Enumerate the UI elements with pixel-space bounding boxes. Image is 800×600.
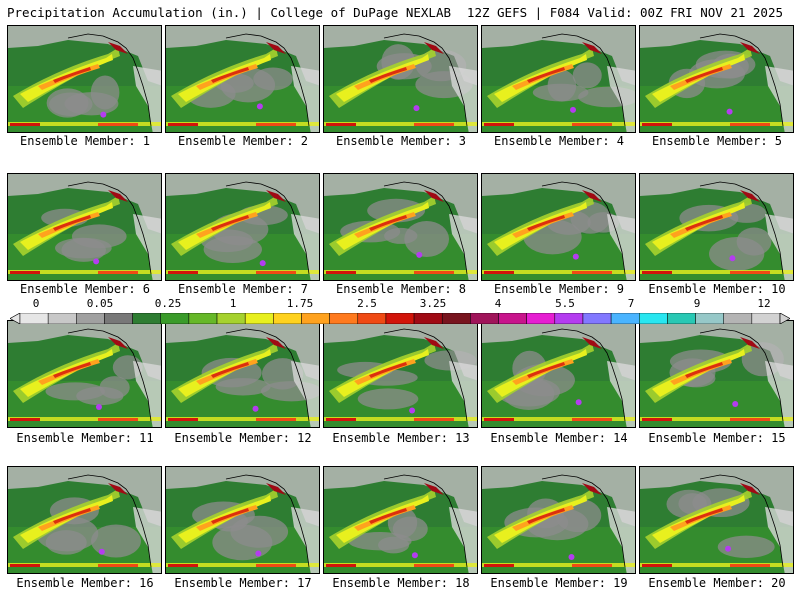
ensemble-map-10 [639, 173, 794, 281]
ensemble-caption-5: Ensemble Member: 5 [651, 134, 783, 148]
colorbar [9, 309, 791, 325]
colorbar-label: 7 [627, 297, 635, 310]
ensemble-caption-1: Ensemble Member: 1 [19, 134, 151, 148]
ensemble-map-14 [481, 320, 636, 428]
ensemble-map-6 [7, 173, 162, 281]
ensemble-map-2 [165, 25, 320, 133]
colorbar-label: 1 [229, 297, 237, 310]
colorbar-swatch [498, 312, 527, 325]
ensemble-caption-11: Ensemble Member: 11 [16, 431, 154, 445]
colorbar-swatch [526, 312, 556, 325]
ensemble-caption-9: Ensemble Member: 9 [493, 282, 625, 296]
ensemble-map-8 [323, 173, 478, 281]
colorbar-swatch [273, 312, 302, 325]
colorbar-swatch [554, 312, 584, 325]
title-left: Precipitation Accumulation (in.) | Colle… [7, 5, 452, 20]
colorbar-label: 0.25 [154, 297, 182, 310]
colorbar-swatch [385, 312, 415, 325]
title-right: 12Z GEFS | F084 Valid: 00Z FRI NOV 21 20… [466, 5, 783, 20]
ensemble-map-16 [7, 466, 162, 574]
ensemble-map-13 [323, 320, 478, 428]
colorbar-swatch [639, 312, 668, 325]
ensemble-map-9 [481, 173, 636, 281]
colorbar-swatch [357, 312, 387, 325]
colorbar-swatch [751, 312, 781, 325]
ensemble-caption-2: Ensemble Member: 2 [177, 134, 309, 148]
ensemble-caption-13: Ensemble Member: 13 [332, 431, 470, 445]
ensemble-caption-6: Ensemble Member: 6 [19, 282, 151, 296]
ensemble-caption-7: Ensemble Member: 7 [177, 282, 309, 296]
colorbar-swatch [610, 312, 640, 325]
colorbar-label: 0.05 [86, 297, 114, 310]
colorbar-swatch [413, 312, 443, 325]
ensemble-caption-17: Ensemble Member: 17 [174, 576, 312, 590]
ensemble-caption-12: Ensemble Member: 12 [174, 431, 312, 445]
ensemble-map-17 [165, 466, 320, 574]
ensemble-caption-4: Ensemble Member: 4 [493, 134, 625, 148]
colorbar-swatch [216, 312, 246, 325]
colorbar-swatch [19, 312, 49, 325]
ensemble-map-15 [639, 320, 794, 428]
ensemble-map-12 [165, 320, 320, 428]
ensemble-caption-3: Ensemble Member: 3 [335, 134, 467, 148]
colorbar-swatch [667, 312, 696, 325]
ensemble-caption-14: Ensemble Member: 14 [490, 431, 628, 445]
colorbar-label: 4 [494, 297, 502, 310]
ensemble-caption-20: Ensemble Member: 20 [648, 576, 786, 590]
ensemble-map-7 [165, 173, 320, 281]
colorbar-label: 12 [757, 297, 771, 310]
ensemble-map-1 [7, 25, 162, 133]
ensemble-caption-15: Ensemble Member: 15 [648, 431, 786, 445]
ensemble-map-18 [323, 466, 478, 574]
ensemble-caption-18: Ensemble Member: 18 [332, 576, 470, 590]
ensemble-map-4 [481, 25, 636, 133]
colorbar-swatch [188, 312, 218, 325]
colorbar-swatch [441, 312, 471, 325]
colorbar-label: 2.5 [357, 297, 377, 310]
colorbar-swatch [470, 312, 499, 325]
ensemble-map-5 [639, 25, 794, 133]
colorbar-swatch [47, 312, 77, 325]
colorbar-swatch [104, 312, 133, 325]
ensemble-map-19 [481, 466, 636, 574]
ensemble-caption-10: Ensemble Member: 10 [648, 282, 786, 296]
colorbar-swatch [76, 312, 105, 325]
colorbar-label: 0 [32, 297, 40, 310]
colorbar-label: 1.75 [286, 297, 314, 310]
ensemble-caption-16: Ensemble Member: 16 [16, 576, 154, 590]
colorbar-swatch [695, 312, 724, 325]
colorbar-swatch [301, 312, 330, 325]
colorbar-label: 3.25 [419, 297, 447, 310]
colorbar-swatch [160, 312, 190, 325]
colorbar-label: 9 [693, 297, 701, 310]
ensemble-map-3 [323, 25, 478, 133]
colorbar-swatch [132, 312, 161, 325]
colorbar-label: 5.5 [555, 297, 575, 310]
colorbar-swatch [244, 312, 274, 325]
ensemble-map-11 [7, 320, 162, 428]
ensemble-map-20 [639, 466, 794, 574]
ensemble-caption-19: Ensemble Member: 19 [490, 576, 628, 590]
colorbar-swatch [723, 312, 753, 325]
ensemble-caption-8: Ensemble Member: 8 [335, 282, 467, 296]
colorbar-swatch [329, 312, 359, 325]
colorbar-swatch [582, 312, 612, 325]
